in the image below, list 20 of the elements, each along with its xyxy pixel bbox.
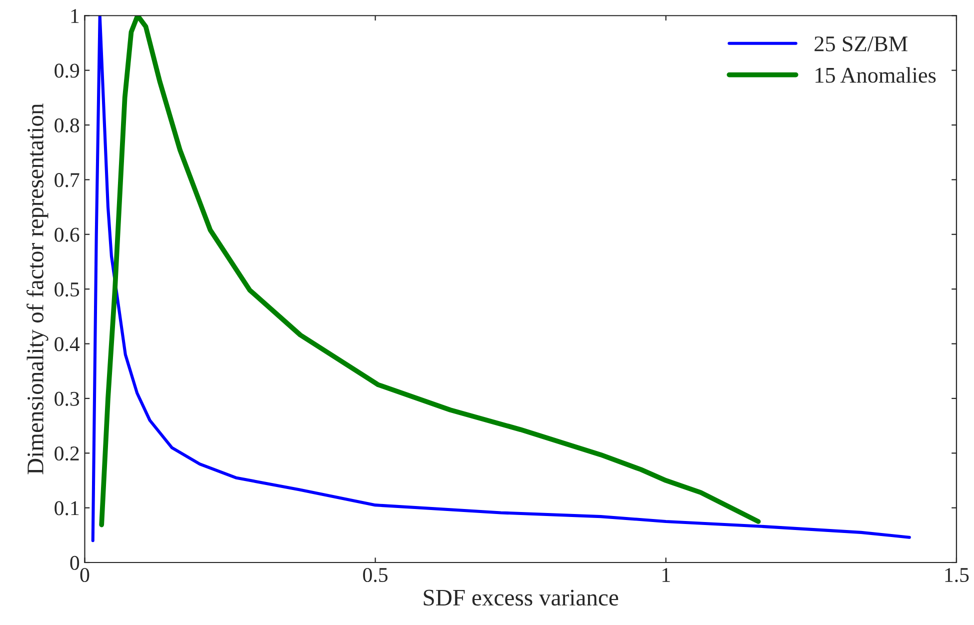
y-tick-label: 0.2 <box>54 446 79 461</box>
y-tick-label: 0.8 <box>54 118 80 133</box>
y-tick-label: 1 <box>71 9 79 23</box>
x-tick-label: 0 <box>80 568 90 582</box>
y-tick-label: 0.3 <box>54 392 80 406</box>
y-tick-label: 0.9 <box>54 64 80 78</box>
y-tick-label: 0.7 <box>54 173 80 188</box>
y-axis-title: Dimensionality of factor representation <box>26 104 48 474</box>
legend-label: 15 Anomalies <box>816 67 936 83</box>
y-tick-label: 0 <box>70 556 80 570</box>
y-tick-label: 0.1 <box>54 501 79 516</box>
x-tick-label: 0.5 <box>363 568 388 582</box>
legend-label: 25 SZ/BM <box>814 36 908 52</box>
x-tick-label: 1.5 <box>945 568 969 582</box>
x-axis-title: SDF excess variance <box>424 590 618 606</box>
x-tick-label: 1 <box>662 568 670 582</box>
y-tick-label: 0.4 <box>54 337 80 352</box>
y-tick-label: 0.6 <box>54 228 80 242</box>
line-series <box>99 16 761 528</box>
y-tick-label: 0.5 <box>54 282 80 297</box>
